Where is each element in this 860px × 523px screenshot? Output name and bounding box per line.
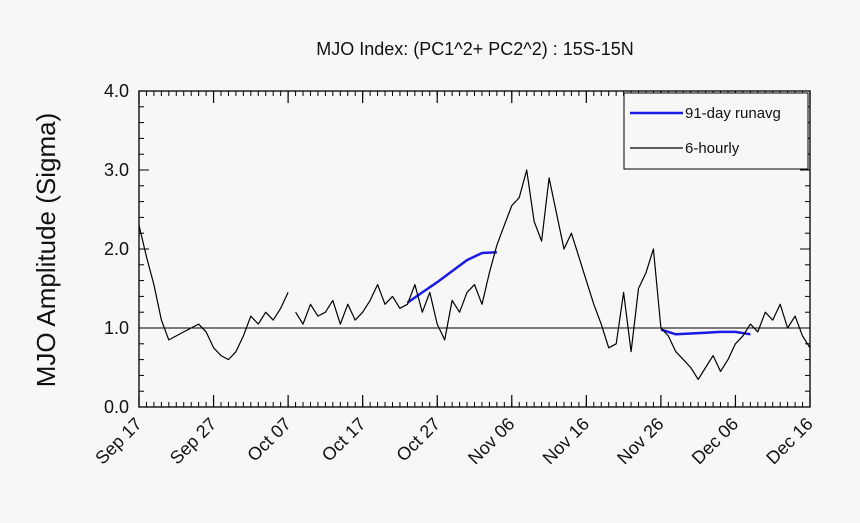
y-axis-label: MJO Amplitude (Sigma) [31,113,61,388]
y-tick-label: 3.0 [104,160,129,180]
x-tick-label: Oct 27 [392,414,444,466]
series-line-runavg [406,250,497,304]
series-line-6hourly [138,225,289,361]
legend-label-6hourly: 6-hourly [685,140,740,157]
x-tick-label: Oct 17 [318,414,370,466]
x-tick-label: Dec 06 [688,414,742,468]
x-tick-label: Nov 16 [539,414,593,468]
series-line-6hourly [295,169,811,380]
x-tick-label: Dec 16 [762,414,816,468]
series-line-runavg [660,328,751,336]
x-tick-label: Nov 26 [613,414,667,468]
x-tick-label: Sep 17 [91,414,145,468]
legend: 91-day runavg 6-hourly [623,92,809,170]
y-tick-label: 1.0 [104,318,129,338]
x-tick-label: Sep 27 [166,414,220,468]
legend-box [623,92,809,170]
legend-label-runavg: 91-day runavg [685,105,781,122]
y-tick-label: 2.0 [104,239,129,259]
x-tick-label: Nov 06 [464,414,518,468]
chart-title: MJO Index: (PC1^2+ PC2^2) : 15S-15N [316,39,634,59]
y-tick-label: 0.0 [104,397,129,417]
plot-frame [138,90,811,408]
y-tick-label: 4.0 [104,81,129,101]
x-tick-label: Oct 07 [243,414,295,466]
